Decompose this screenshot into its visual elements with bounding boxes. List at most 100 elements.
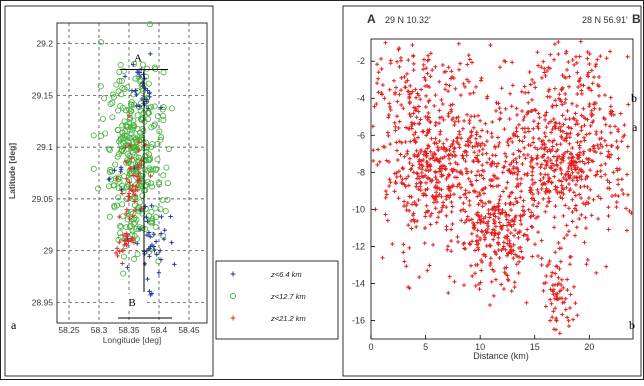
cross-section-point [455, 135, 460, 140]
cross-section-point [608, 95, 613, 100]
cross-section-point [573, 233, 578, 238]
cross-section-point [499, 248, 504, 253]
cross-section-point [552, 163, 557, 168]
map-point-mid [150, 166, 157, 173]
cross-section-point [543, 191, 548, 196]
cross-section-x-tick-label: 10 [475, 342, 485, 352]
cross-section-point [461, 201, 466, 206]
cross-section-point [577, 54, 582, 59]
cross-section-point [498, 194, 503, 199]
cross-section-point [440, 63, 445, 68]
cross-section-point [469, 129, 474, 134]
cross-section-point [577, 168, 582, 173]
map-point-mid [131, 123, 138, 130]
cross-section-point [595, 169, 600, 174]
cross-section-point [433, 152, 438, 157]
cross-section-point [565, 132, 570, 137]
cross-section-x-tick-label: 20 [584, 342, 594, 352]
map-point-mid [148, 144, 155, 151]
cross-section-point [488, 263, 493, 268]
cross-section-point [452, 279, 457, 284]
cross-section-y-tick-label: -12 [352, 241, 365, 251]
cross-section-point [587, 62, 592, 67]
cross-section-point [548, 297, 553, 302]
cross-section-y-ticks: -2 -4 -6 -8 -10 -12 -14 -16 [352, 56, 375, 325]
cross-section-point [522, 145, 527, 150]
map-point-mid [160, 172, 167, 179]
cross-section-point [533, 108, 538, 113]
cross-section-point [470, 60, 475, 65]
cross-section-point [447, 83, 452, 88]
cross-section-point [534, 156, 539, 161]
map-point-shallow [134, 103, 140, 108]
map-point-mid [115, 88, 122, 95]
cross-section-point [437, 108, 442, 113]
cross-section-point [421, 129, 426, 134]
cross-section-point [501, 223, 506, 228]
map-point-deep [117, 239, 122, 245]
map-point-mid [131, 60, 138, 67]
cross-section-point [486, 199, 491, 204]
cross-section-point [490, 159, 495, 164]
map-point-deep [130, 236, 135, 241]
cross-section-point [445, 247, 450, 252]
cross-section-point [457, 129, 462, 134]
map-point-shallow [159, 214, 164, 219]
cross-section-point [514, 106, 519, 111]
map-point-shallow [139, 96, 145, 102]
cross-section-point [621, 191, 626, 196]
cross-section-point [380, 82, 385, 87]
cross-section-point [386, 133, 391, 138]
cross-section-point [489, 163, 494, 168]
cross-section-point [439, 208, 444, 213]
cross-section-point [570, 210, 575, 215]
map-point-mid [154, 140, 161, 147]
cross-section-x-tick-label: 5 [423, 342, 428, 352]
cross-section-point [423, 78, 428, 83]
cross-section-point [578, 159, 583, 164]
cross-section-point [423, 214, 428, 219]
cross-section-point [416, 104, 421, 109]
cross-section-point [564, 135, 569, 140]
cross-section-point [469, 169, 474, 174]
cross-section-point [556, 296, 561, 301]
cross-section-point [433, 193, 438, 198]
cross-section-point [483, 185, 488, 190]
cross-section-point [494, 164, 499, 169]
cross-section-point [549, 274, 554, 279]
cross-section-point [463, 159, 468, 164]
legend-items: z<6.4 km z<12.7 km z<21.2 km [230, 270, 306, 323]
cross-section-point [498, 110, 503, 115]
cross-section-point [446, 65, 451, 70]
cross-section-point [413, 108, 418, 113]
cross-section-point [503, 247, 508, 252]
cross-section-point [476, 247, 481, 252]
cross-section-point [618, 111, 623, 116]
cross-section-point [446, 111, 451, 116]
cross-section-point [415, 218, 420, 223]
cross-section-point [563, 117, 568, 122]
cross-section-point [582, 123, 587, 128]
cross-section-point [527, 188, 532, 193]
cross-section-point [566, 125, 571, 130]
cross-section-point [485, 160, 490, 165]
cross-section-point [593, 64, 598, 69]
cross-section-point [428, 222, 433, 227]
cross-section-point [526, 207, 531, 212]
cross-section-point [557, 154, 562, 159]
cross-section-point [597, 136, 602, 141]
map-y-tick-label: 29.2 [36, 39, 53, 49]
cross-section-point [510, 83, 515, 88]
cross-section-point [379, 67, 384, 72]
cross-section-point [457, 145, 462, 150]
cross-section-y-tick-label: -6 [357, 130, 365, 140]
map-point-deep [130, 213, 136, 219]
cross-section-point [625, 54, 630, 59]
cross-section-point [408, 167, 413, 172]
cross-section-point [522, 130, 527, 135]
cross-section-point [542, 158, 547, 163]
cross-section-point [449, 227, 454, 232]
cross-section-point [434, 157, 439, 162]
cross-section-point [471, 90, 476, 95]
map-point-deep [117, 249, 122, 254]
